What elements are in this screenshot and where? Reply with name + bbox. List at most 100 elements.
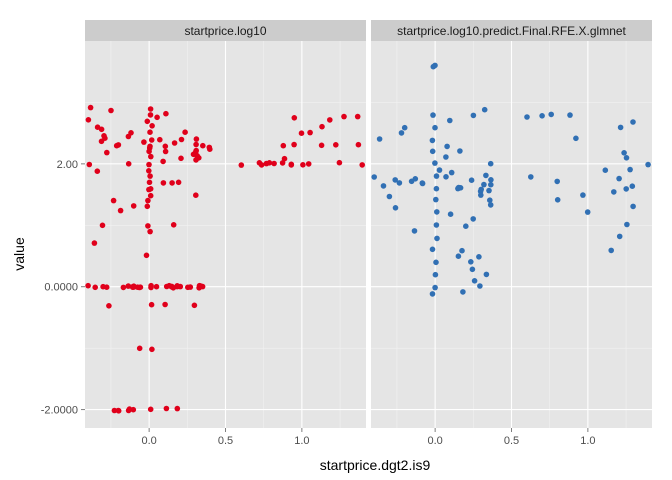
data-point [355,141,362,148]
data-point [146,161,152,168]
data-point [266,160,273,166]
data-point [147,173,153,179]
data-point [98,138,105,145]
data-point [103,284,110,291]
data-point [481,181,487,188]
data-point [281,155,288,162]
data-point [477,283,483,289]
data-point [624,221,630,228]
data-point [94,124,101,130]
data-point [279,160,286,166]
data-point [611,189,617,195]
data-point [433,259,439,266]
data-point [104,149,110,156]
data-point [623,186,629,192]
data-point [429,291,436,297]
data-point [238,162,245,168]
data-point [291,115,298,121]
data-point [319,123,325,130]
data-point [94,168,101,174]
strip-background [85,20,366,41]
data-point [166,282,172,289]
data-point [455,184,462,191]
data-point [154,114,160,121]
data-point [621,150,627,156]
data-point [401,124,408,131]
data-point [91,240,98,246]
data-point [539,113,545,119]
data-point [617,124,624,131]
data-point [144,118,151,125]
data-point [468,259,474,265]
data-point [481,106,488,113]
data-point [548,111,554,118]
data-point [178,155,184,162]
data-point [608,247,614,254]
data-point [146,168,152,174]
data-point [487,202,494,208]
data-point [147,228,153,235]
x-tick-label: 0.5 [504,435,519,447]
data-point [148,137,155,143]
data-point [398,130,405,136]
data-point [432,62,438,69]
data-point [106,303,112,309]
points-group [371,62,651,297]
data-point [160,180,167,186]
data-point [144,203,151,210]
data-point [359,162,366,168]
data-point [178,136,185,143]
x-tick-label: 0.5 [218,435,233,447]
data-point [341,113,347,120]
data-point [602,167,609,173]
data-point [380,183,387,189]
data-point [630,119,636,125]
data-point [147,406,154,413]
data-point [130,406,137,413]
data-point [433,222,440,228]
data-point [623,155,630,161]
data-point [148,282,154,289]
points-group [85,104,366,414]
panel-1: startprice.log10 [85,20,366,428]
data-point [336,159,343,166]
data-point [145,197,151,204]
data-point [629,183,636,189]
data-point [396,180,403,186]
y-tick-label: 0.0000 [44,282,78,294]
x-tick-label: 0.0 [427,435,442,447]
data-point [528,174,534,180]
data-point [148,153,154,160]
y-axis-title: value [11,237,27,271]
data-point [478,186,485,193]
data-point [162,148,169,155]
data-point [280,142,287,149]
data-point [134,284,141,291]
data-point [488,177,494,183]
data-point [147,129,153,135]
data-point [147,106,154,112]
data-point [307,129,313,136]
data-point [101,133,107,139]
data-point [443,174,449,180]
data-point [108,107,114,114]
strip-title: startprice.log10 [184,24,266,38]
data-point [447,211,454,217]
data-point [411,228,418,234]
data-point [136,345,143,352]
data-point [554,197,561,203]
data-point [130,203,137,209]
x-axis-title: startprice.dgt2.is9 [320,457,431,473]
data-point [483,172,489,179]
data-point [129,284,136,290]
data-point [429,137,436,144]
y-tick-label: 2.00 [57,159,78,171]
data-point [146,179,153,186]
data-point [433,185,440,192]
data-point [125,161,132,167]
data-point [87,104,94,111]
data-point [448,169,455,176]
data-point [92,284,98,291]
data-point [455,253,462,259]
